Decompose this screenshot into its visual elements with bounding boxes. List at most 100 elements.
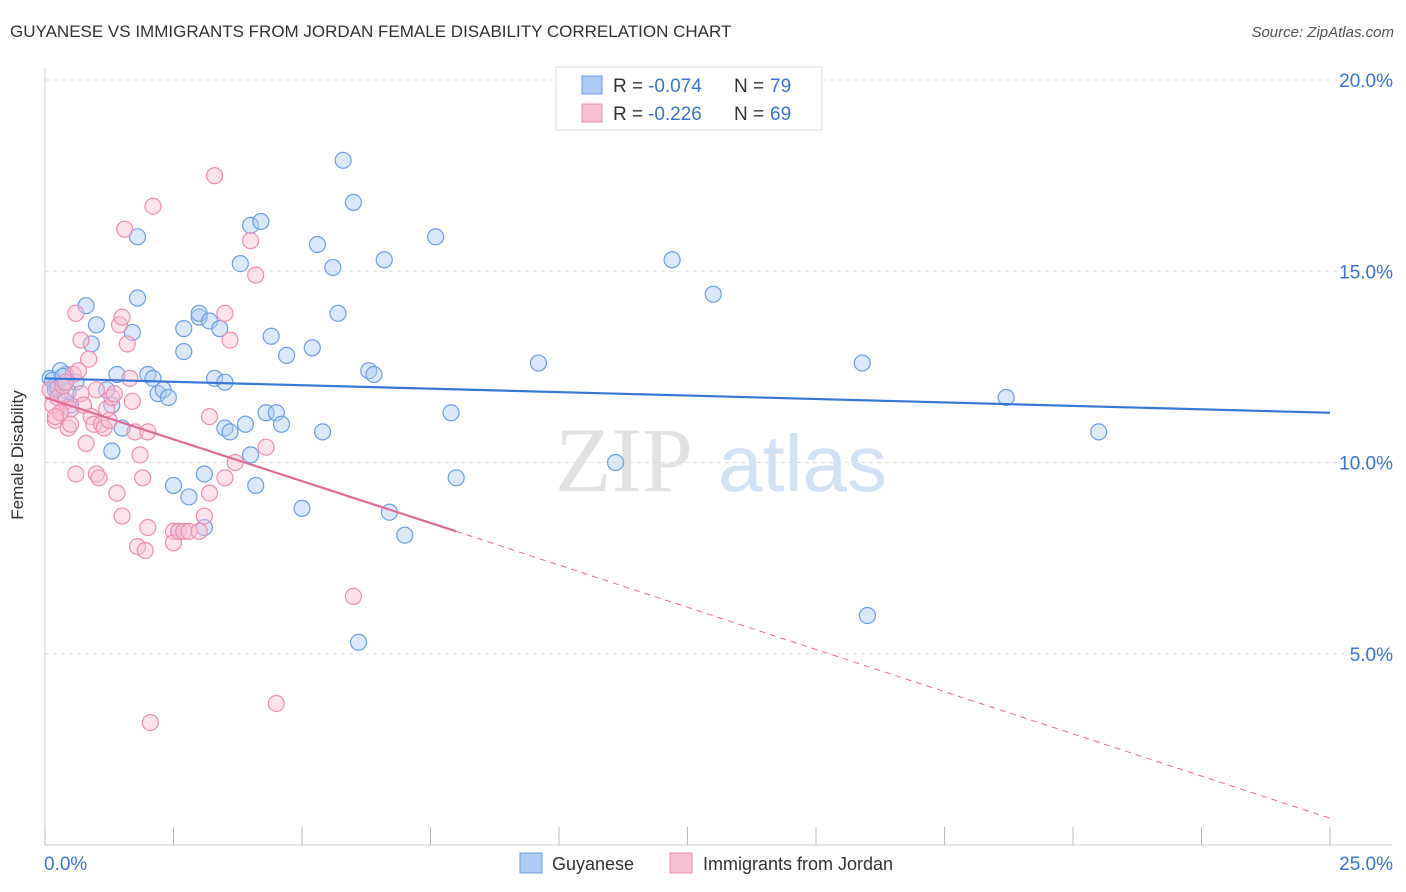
data-point <box>190 308 208 326</box>
data-point <box>80 350 98 368</box>
guyanese-points <box>41 151 1108 651</box>
data-point <box>134 469 152 487</box>
x-tick-label: 25.0% <box>1339 854 1393 875</box>
data-point <box>308 235 327 254</box>
data-point <box>123 392 141 410</box>
data-point <box>139 518 157 537</box>
data-point <box>247 266 265 284</box>
data-point <box>853 354 871 372</box>
data-point <box>529 354 548 372</box>
series-legend: Guyanese Immigrants from Jordan <box>519 852 893 874</box>
data-point <box>103 442 121 460</box>
data-point <box>262 327 280 345</box>
data-point <box>252 212 270 231</box>
data-point <box>164 476 183 495</box>
watermark-zip: ZIP <box>555 409 693 511</box>
data-point <box>175 342 193 361</box>
data-point <box>663 251 681 269</box>
jordan-trend-extension <box>456 530 1331 819</box>
data-point <box>242 446 260 464</box>
data-point <box>206 167 224 185</box>
legend-n-label: N = <box>734 76 764 97</box>
y-tick-label: 5.0% <box>1350 645 1393 666</box>
data-point <box>344 587 362 605</box>
watermark-atlas: atlas <box>718 419 887 508</box>
data-point <box>67 304 85 322</box>
trend-lines <box>44 377 1331 819</box>
data-point <box>247 476 265 495</box>
data-point <box>195 465 213 483</box>
data-point <box>447 469 465 487</box>
chart-title: GUYANESE VS IMMIGRANTS FROM JORDAN FEMAL… <box>10 22 732 41</box>
data-point <box>303 339 321 357</box>
data-point <box>46 408 64 426</box>
data-point <box>365 365 383 384</box>
data-point <box>69 362 88 380</box>
data-point <box>113 507 131 525</box>
data-point <box>128 289 147 307</box>
data-point <box>180 488 198 506</box>
data-point <box>344 193 362 211</box>
data-point <box>216 469 234 487</box>
data-point <box>67 465 85 483</box>
data-point <box>1090 423 1108 441</box>
data-point <box>159 388 177 407</box>
y-tick-label: 10.0% <box>1339 454 1393 475</box>
data-point <box>108 365 126 384</box>
data-point <box>200 484 219 502</box>
data-point <box>221 331 239 349</box>
data-point <box>77 434 95 452</box>
data-point <box>136 541 154 560</box>
data-point <box>141 713 159 732</box>
data-point <box>242 232 260 250</box>
data-point <box>442 404 460 422</box>
data-point <box>396 526 414 544</box>
guyanese-trend-line <box>44 377 1331 414</box>
data-point <box>236 415 255 433</box>
data-point <box>56 373 75 391</box>
legend-swatch-jordan <box>669 852 693 874</box>
data-point <box>231 255 249 273</box>
legend-swatch-pink <box>581 103 603 123</box>
data-point <box>267 694 285 713</box>
y-tick-label: 20.0% <box>1339 71 1393 92</box>
data-point <box>324 258 342 277</box>
legend-swatch-guyanese <box>519 852 543 874</box>
y-axis-label: Female Disability <box>8 390 27 520</box>
data-point <box>121 369 139 387</box>
data-point <box>105 385 123 403</box>
legend-r-value: -0.226 <box>648 104 702 125</box>
data-point <box>175 320 193 338</box>
legend-r-value: -0.074 <box>648 76 702 97</box>
data-point <box>200 408 219 426</box>
legend-label-jordan: Immigrants from Jordan <box>703 854 893 874</box>
data-point <box>242 216 260 234</box>
data-point <box>349 633 368 651</box>
legend-n-value: 69 <box>770 104 791 125</box>
grid-lines <box>45 79 1392 655</box>
data-point <box>190 522 208 540</box>
legend-n-label: N = <box>734 104 764 125</box>
y-tick-labels: 5.0% 10.0% 15.0% 20.0% <box>1339 71 1393 666</box>
data-point <box>116 220 134 238</box>
legend-r-label: R = <box>613 76 643 97</box>
data-point <box>108 484 126 502</box>
data-point <box>118 335 136 353</box>
legend-n-value: 79 <box>770 76 791 97</box>
axes <box>44 68 1392 846</box>
y-tick-label: 15.0% <box>1339 262 1393 283</box>
data-point <box>87 381 106 399</box>
data-point <box>858 606 877 625</box>
x-tick-label: 0.0% <box>44 854 87 875</box>
data-point <box>128 228 147 246</box>
legend-swatch-blue <box>581 75 603 95</box>
data-point <box>427 228 445 246</box>
data-point <box>131 446 149 464</box>
data-point <box>216 304 234 322</box>
data-point <box>334 151 352 169</box>
data-point <box>62 415 80 433</box>
data-point <box>113 308 131 326</box>
jordan-trend-line <box>44 396 457 533</box>
data-point <box>90 469 108 487</box>
